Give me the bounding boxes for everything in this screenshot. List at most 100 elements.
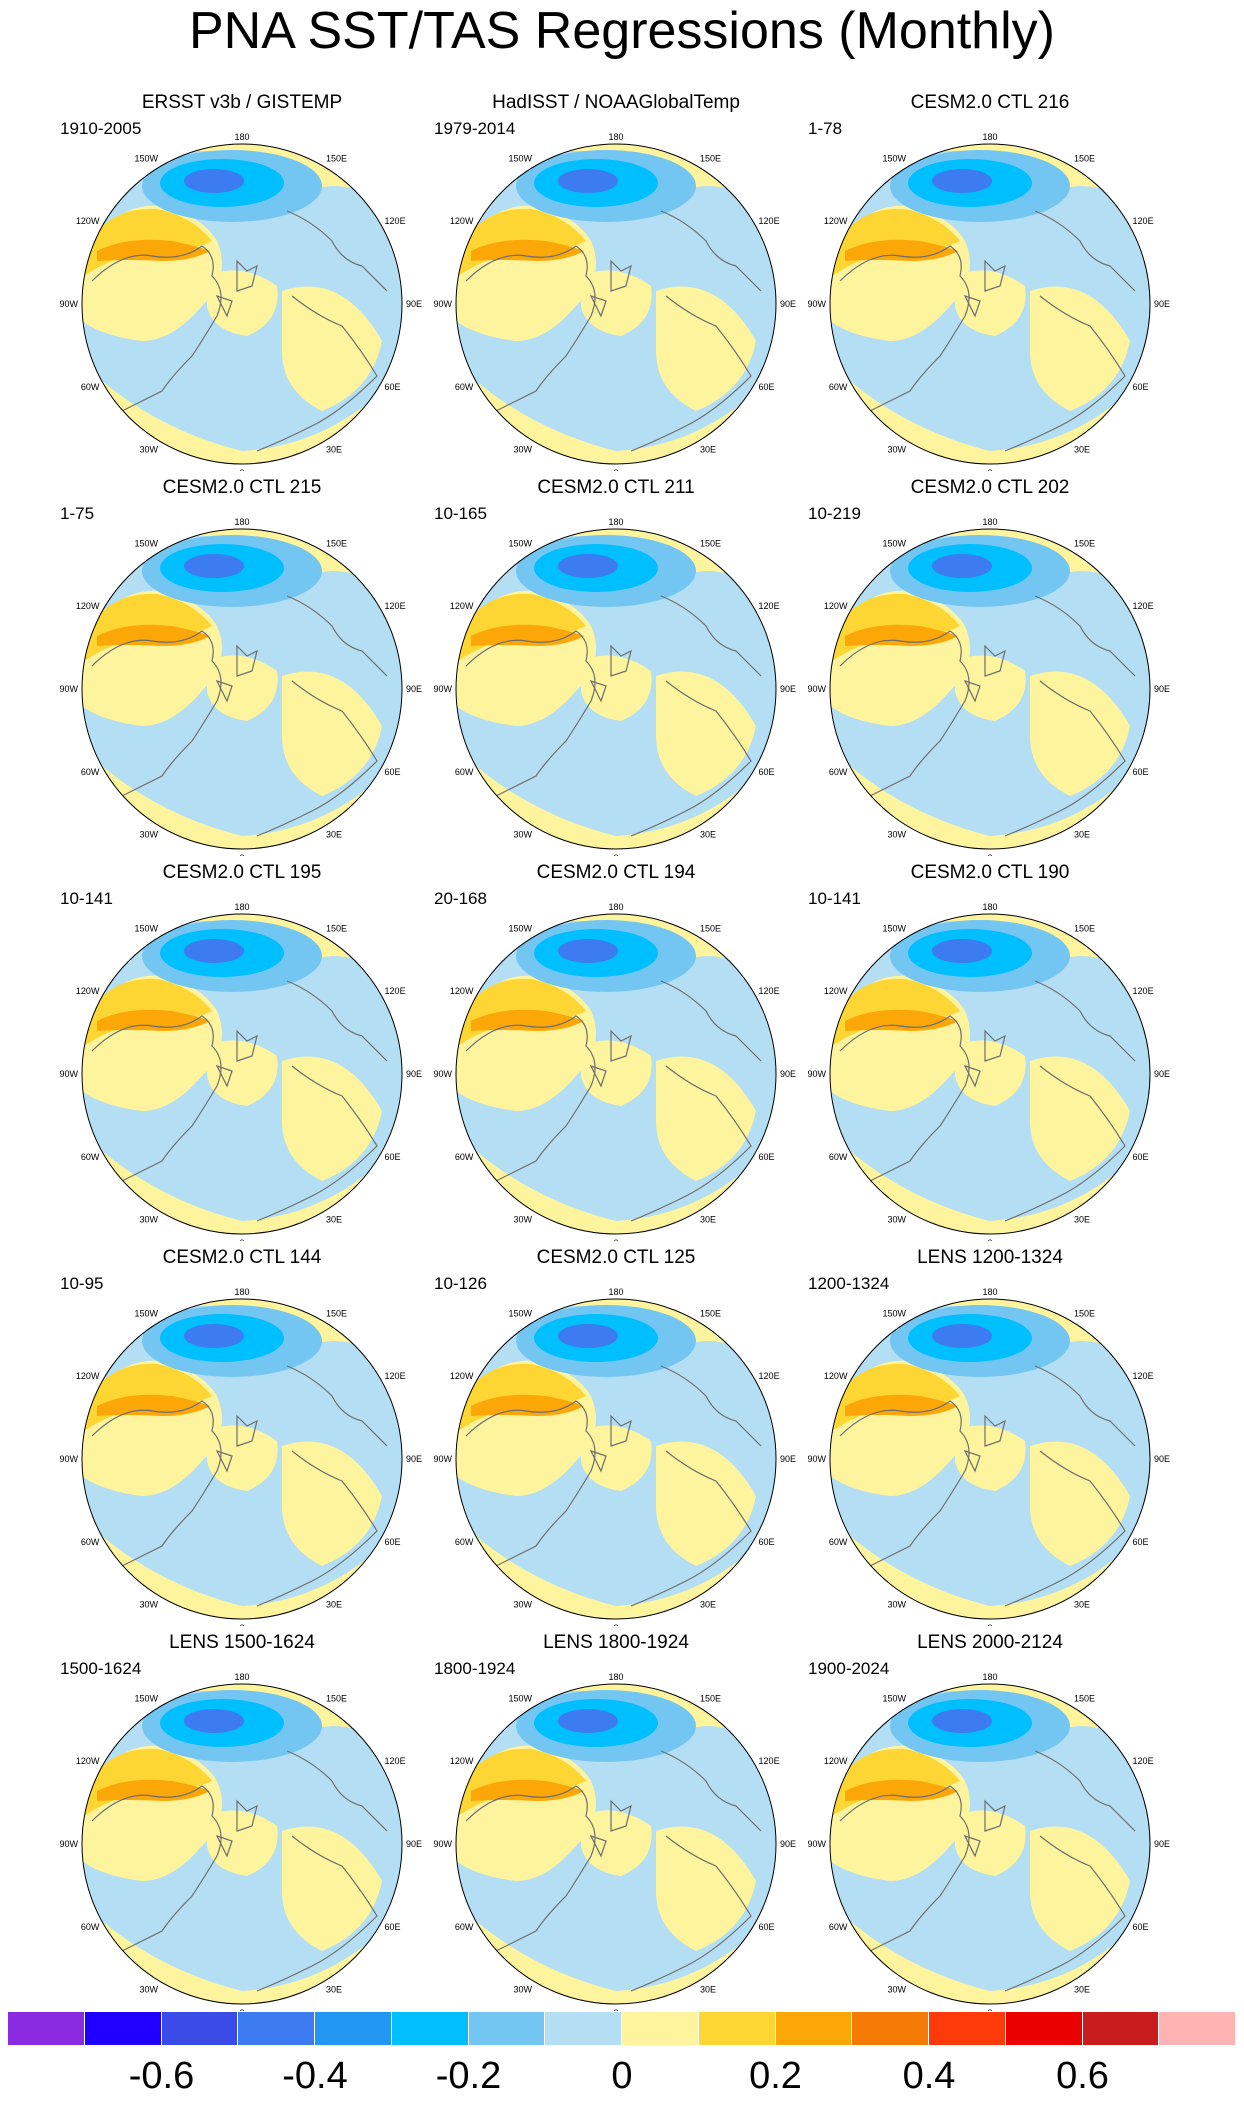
lon-label-bottom: 0 [613, 853, 618, 856]
lon-label-top: 180 [982, 1287, 997, 1297]
polar-map: 180 0 90W 90E 150W 120W 60W 30W 150E 120E 60E 30E [807, 517, 1170, 856]
lon-label: 30W [513, 830, 532, 840]
lon-label: 150W [882, 153, 906, 163]
lon-label: 30E [1074, 1600, 1090, 1610]
lon-label-top: 180 [234, 1287, 249, 1297]
lon-label: 30E [1074, 1985, 1090, 1995]
lon-label: 30W [139, 1600, 158, 1610]
map-border [81, 913, 403, 1235]
panel-title: CESM2.0 CTL 211 [537, 477, 695, 498]
coastline [91, 1015, 222, 1182]
coastline [465, 1785, 596, 1952]
lon-label: 150E [700, 923, 721, 933]
coastline [1004, 595, 1136, 837]
lon-label-right: 90E [780, 299, 796, 309]
lon-label: 150W [508, 153, 532, 163]
lon-label-left: 90W [807, 299, 826, 309]
lon-label: 120W [76, 601, 100, 611]
lon-label: 30W [887, 830, 906, 840]
lon-label: 60E [759, 1152, 775, 1162]
lon-label-right: 90E [1154, 1839, 1170, 1849]
colorbar-tick-label: -0.2 [435, 2055, 502, 2097]
map-panel: 180 0 90W 90E 150W 120W 60W 30W 150E 120E 60E 30E CE… [790, 476, 1190, 856]
lon-label: 30W [139, 830, 158, 840]
coastline [256, 980, 388, 1222]
colorbar-swatch [391, 2012, 469, 2045]
lon-label: 30E [700, 1215, 716, 1225]
coastline [256, 1365, 388, 1607]
coastline [215, 644, 258, 703]
polar-map: 180 0 90W 90E 150W 120W 60W 30W 150E 120E 60E 30E [807, 1672, 1170, 2011]
lon-label: 120W [824, 601, 848, 611]
coastline [215, 1029, 258, 1088]
lon-label-top: 180 [982, 132, 997, 142]
map-panel: 180 0 90W 90E 150W 120W 60W 30W 150E 120E 60E 30E LE… [790, 1246, 1190, 1626]
lon-label: 60E [385, 767, 401, 777]
lon-label-bottom: 0 [987, 1623, 992, 1626]
panel-title: CESM2.0 CTL 195 [162, 862, 322, 883]
coastline [630, 595, 762, 837]
panel-title: CESM2.0 CTL 125 [536, 1247, 696, 1268]
map-panel: 180 0 90W 90E 150W 120W 60W 30W 150E 120E 60E 30E CE… [42, 1246, 442, 1626]
lon-label: 120E [1133, 1371, 1154, 1381]
panel-title: LENS 1200-1324 [917, 1247, 1063, 1268]
lon-label-right: 90E [780, 684, 796, 694]
panel-period: 20-168 [434, 889, 487, 908]
colorbar-tick-label: 0.2 [749, 2055, 802, 2097]
panel-period: 10-126 [434, 1274, 487, 1293]
panel-title: LENS 2000-2124 [917, 1632, 1063, 1653]
polar-map: 180 0 90W 90E 150W 120W 60W 30W 150E 120E 60E 30E [59, 902, 422, 1241]
map-panel: 180 0 90W 90E 150W 120W 60W 30W 150E 120E 60E 30E LE… [416, 1631, 816, 2011]
lon-label: 150W [882, 538, 906, 548]
lon-label: 60E [759, 1537, 775, 1547]
map-border [829, 143, 1151, 465]
lon-label: 120E [759, 601, 780, 611]
coastline [630, 1750, 762, 1992]
panel-title: CESM2.0 CTL 215 [162, 477, 322, 498]
map-border [455, 913, 777, 1235]
lon-label: 150E [700, 1693, 721, 1703]
lon-label: 30W [513, 1600, 532, 1610]
lon-label: 120W [450, 986, 474, 996]
lon-label-top: 180 [608, 1672, 623, 1682]
lon-label: 150E [700, 538, 721, 548]
colorbar-swatch [161, 2012, 239, 2045]
lon-label-top: 180 [982, 1672, 997, 1682]
map-border [829, 1298, 1151, 1620]
lon-label: 120E [385, 986, 406, 996]
polar-map: 180 0 90W 90E 150W 120W 60W 30W 150E 120E 60E 30E [433, 902, 796, 1241]
panel-period: 10-165 [434, 504, 487, 523]
lon-label: 30E [700, 830, 716, 840]
panel-period: 10-95 [60, 1274, 104, 1293]
lon-label: 120W [450, 601, 474, 611]
lon-label-left: 90W [59, 1839, 78, 1849]
coastline [1004, 1365, 1136, 1607]
coastline [465, 1400, 596, 1567]
lon-label: 30E [700, 1600, 716, 1610]
coastline [630, 1365, 762, 1607]
colorbar-swatch [852, 2012, 929, 2045]
colorbar-swatch [238, 2012, 315, 2045]
lon-label: 60E [1133, 767, 1149, 777]
lon-label-right: 90E [1154, 299, 1170, 309]
polar-map: 180 0 90W 90E 150W 120W 60W 30W 150E 120E 60E 30E [433, 1672, 796, 2011]
lon-label-bottom: 0 [239, 1623, 244, 1626]
lon-label: 60W [455, 1152, 474, 1162]
lon-label: 150E [326, 538, 347, 548]
map-border [455, 1298, 777, 1620]
colorbar-swatch [622, 2012, 699, 2045]
lon-label: 120E [385, 1371, 406, 1381]
colorbar-swatch [698, 2012, 776, 2045]
lon-label: 60W [829, 1537, 848, 1547]
lon-label: 60E [1133, 1152, 1149, 1162]
lon-label: 150E [326, 1308, 347, 1318]
lon-label-right: 90E [780, 1069, 796, 1079]
lon-label: 150W [508, 1308, 532, 1318]
coastline [589, 1029, 632, 1088]
lon-label: 120W [450, 1371, 474, 1381]
lon-label: 150W [882, 923, 906, 933]
lon-label: 30E [1074, 1215, 1090, 1225]
lon-label: 60W [829, 1152, 848, 1162]
panel-title: CESM2.0 CTL 216 [910, 92, 1070, 113]
lon-label-left: 90W [807, 684, 826, 694]
